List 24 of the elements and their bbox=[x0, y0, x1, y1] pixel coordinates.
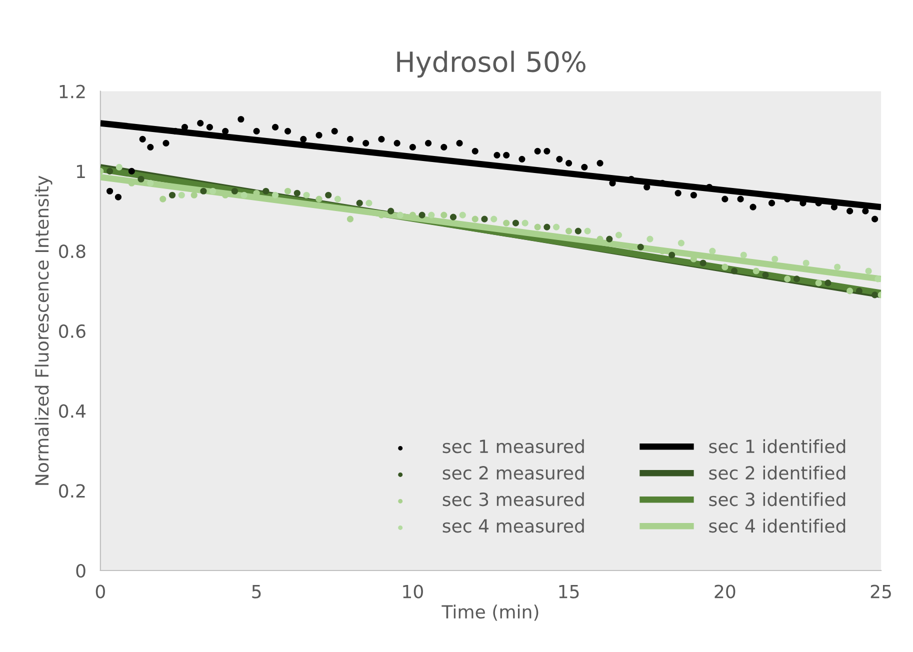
x-tick-label: 20 bbox=[714, 584, 736, 598]
y-tick-label: 0.2 bbox=[59, 484, 85, 498]
y-tick-label: 0.4 bbox=[59, 404, 86, 418]
y-tick-label: 1.2 bbox=[60, 84, 85, 98]
legend-label: sec 4 identified bbox=[709, 518, 846, 533]
y-axis-title: Normalized Fluorescence Intensity bbox=[34, 176, 52, 485]
x-tick-label: 0 bbox=[96, 584, 105, 598]
y-tick-label: 0.8 bbox=[59, 244, 86, 258]
y-tick-label: 0.6 bbox=[59, 324, 86, 338]
legend-label: sec 3 identified bbox=[709, 492, 846, 506]
legend-label: sec 1 identified bbox=[709, 439, 846, 454]
x-tick-label: 5 bbox=[252, 584, 261, 598]
legend-label: sec 2 measured bbox=[442, 466, 584, 480]
x-tick-label: 10 bbox=[403, 584, 423, 598]
y-tick-label: 1 bbox=[77, 164, 85, 178]
chart-title: Hydrosol 50% bbox=[397, 50, 586, 78]
y-tick-label: 0 bbox=[76, 564, 86, 578]
legend-label: sec 4 measured bbox=[442, 518, 584, 533]
legend-label: sec 2 identified bbox=[709, 466, 846, 480]
x-axis-title: Time (min) bbox=[442, 604, 538, 621]
legend-label: sec 1 measured bbox=[442, 439, 584, 454]
legend-label: sec 3 measured bbox=[442, 492, 584, 506]
x-tick-label: 25 bbox=[870, 584, 891, 598]
x-tick-label: 15 bbox=[559, 584, 579, 598]
